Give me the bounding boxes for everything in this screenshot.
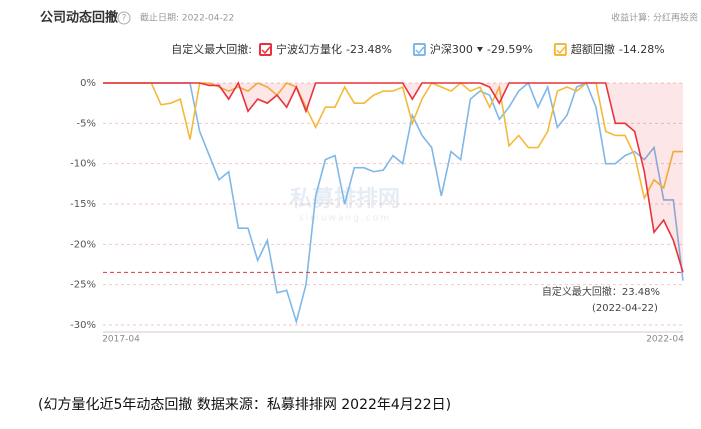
watermark-url: simuwang.com <box>299 214 391 224</box>
legend-check <box>556 46 566 55</box>
legend-swatch <box>259 43 272 56</box>
legend-check <box>415 46 425 55</box>
area <box>103 83 683 273</box>
x-tick-label: 2022-04 <box>646 335 684 345</box>
legend-value: -29.59% <box>487 43 533 56</box>
y-tick-label: -5% <box>77 118 96 129</box>
help-icon[interactable] <box>117 11 131 25</box>
y-tick-label: -30% <box>70 320 96 331</box>
chart-title: 公司动态回撤 <box>40 10 118 26</box>
subtitle: 截止日期: 2022-04-22 <box>140 12 234 24</box>
legend-title: 自定义最大回撤: <box>171 42 252 56</box>
y-tick-label: 0% <box>80 78 96 89</box>
legend-value: -14.28% <box>619 43 665 56</box>
x-tick-label: 2017-04 <box>102 335 140 345</box>
line <box>103 81 683 201</box>
legend-name: 超额回撤 <box>571 42 615 56</box>
legend-value: -23.48% <box>346 43 392 56</box>
y-tick-label: -20% <box>70 239 96 250</box>
line <box>103 81 684 273</box>
legend-swatch <box>412 43 426 56</box>
dropdown-icon[interactable] <box>476 47 483 52</box>
annotation-date: (2022-04-22) <box>592 303 658 314</box>
y-tick-label: -25% <box>70 280 96 291</box>
watermark: 私募排排网 <box>290 187 400 212</box>
calc-note[interactable]: 收益计算: 分红再投资 <box>611 12 698 24</box>
legend-swatch <box>553 43 567 56</box>
annotation: 自定义最大回撤：23.48% <box>542 285 660 298</box>
legend-name: 宁波幻方量化 <box>276 42 342 56</box>
y-tick-label: -10% <box>70 159 96 170</box>
legend-name: 沪深300 <box>430 42 473 56</box>
help-mark: ? <box>122 14 127 24</box>
y-tick-label: -15% <box>70 199 96 210</box>
caption: (幻方量化近5年动态回撤 数据来源：私募排排网 2022年4月22日) <box>38 397 451 413</box>
legend-check <box>261 46 271 55</box>
